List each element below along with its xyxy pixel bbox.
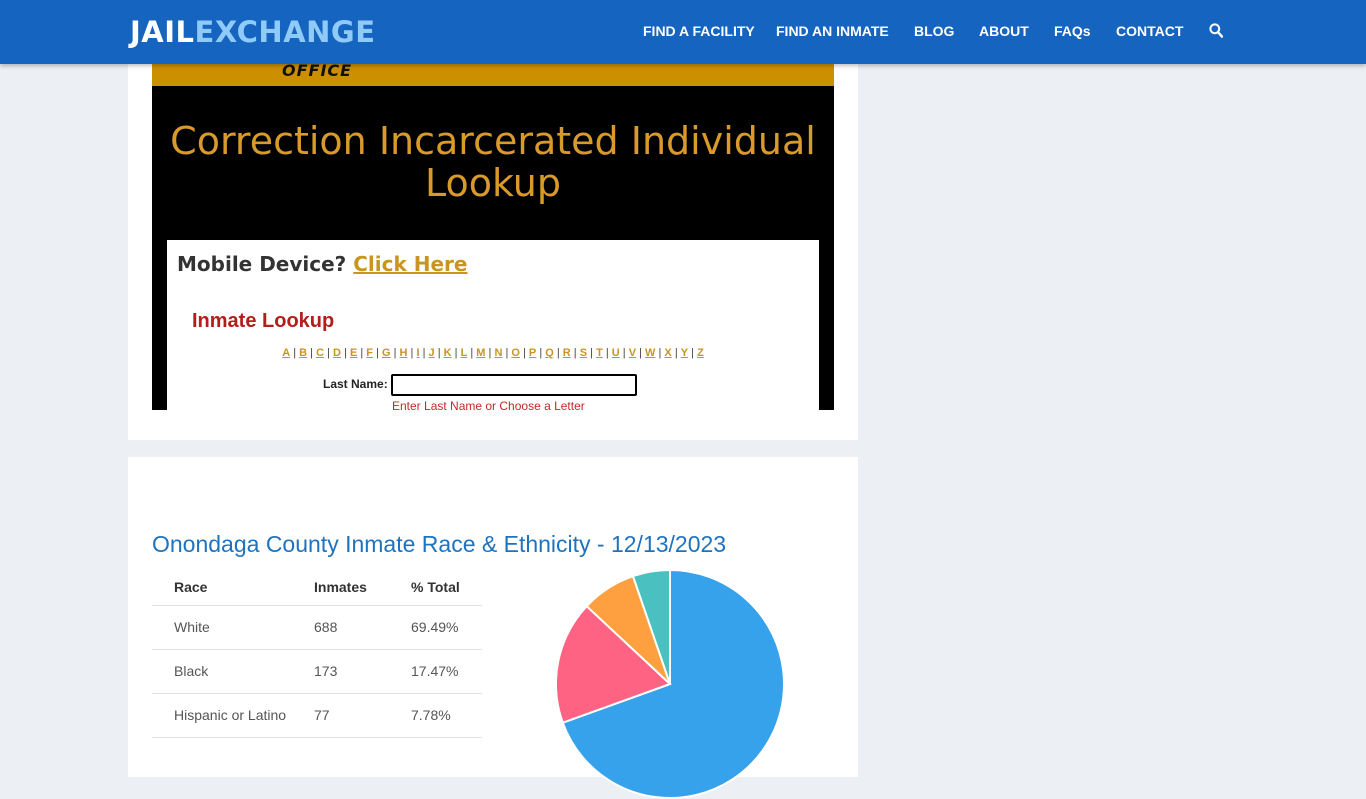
letter-link-l[interactable]: L bbox=[460, 347, 468, 359]
letter-separator: | bbox=[671, 347, 681, 359]
letter-separator: | bbox=[451, 347, 461, 359]
letter-index: A | B | C | D | E | F | G | H | I | J | … bbox=[167, 347, 819, 359]
lookup-panel: Correction Incarcerated Individual Looku… bbox=[152, 86, 834, 413]
pie-slice-other[interactable] bbox=[631, 569, 671, 685]
mobile-prompt-text: Mobile Device? bbox=[177, 252, 347, 276]
percent-cell: 69.49% bbox=[389, 605, 482, 650]
letter-separator: | bbox=[340, 347, 350, 359]
letter-link-p[interactable]: P bbox=[528, 347, 537, 359]
letter-separator: | bbox=[419, 347, 429, 359]
race-stats-title: Onondaga County Inmate Race & Ethnicity … bbox=[152, 531, 727, 557]
percent-cell: 17.47% bbox=[389, 649, 482, 694]
letter-separator: | bbox=[390, 347, 400, 359]
letter-separator: | bbox=[655, 347, 665, 359]
race-cell: White bbox=[152, 605, 292, 650]
col-percent: % Total bbox=[389, 569, 482, 606]
letter-link-z[interactable]: Z bbox=[697, 347, 704, 359]
last-name-hint: Enter Last Name or Choose a Letter bbox=[392, 399, 585, 413]
letter-separator: | bbox=[467, 347, 477, 359]
inmates-cell: 77 bbox=[292, 693, 389, 738]
letter-link-v[interactable]: V bbox=[628, 347, 637, 359]
office-banner: OFFICE bbox=[152, 61, 834, 86]
table-header-row: Race Inmates % Total bbox=[152, 569, 482, 606]
letter-separator: | bbox=[407, 347, 417, 359]
inmates-cell: 173 bbox=[292, 649, 389, 694]
letter-separator: | bbox=[502, 347, 512, 359]
office-text: OFFICE bbox=[282, 61, 353, 80]
race-stats-card: Onondaga County Inmate Race & Ethnicity … bbox=[128, 457, 858, 799]
letter-link-n[interactable]: N bbox=[494, 347, 503, 359]
inmate-lookup-heading: Inmate Lookup bbox=[192, 310, 335, 332]
letter-link-i[interactable]: I bbox=[416, 347, 420, 359]
letter-link-x[interactable]: X bbox=[664, 347, 672, 359]
nav-find-facility[interactable]: FIND A FACILITY bbox=[643, 23, 755, 39]
race-table: Race Inmates % Total White 688 69.49% Bl… bbox=[152, 569, 482, 738]
letter-separator: | bbox=[570, 347, 580, 359]
col-inmates: Inmates bbox=[292, 569, 389, 606]
table-row: White 688 69.49% bbox=[152, 605, 482, 650]
table-row: Hispanic or Latino 77 7.78% bbox=[152, 693, 482, 738]
letter-separator: | bbox=[434, 347, 444, 359]
letter-link-t[interactable]: T bbox=[596, 347, 603, 359]
letter-link-r[interactable]: R bbox=[562, 347, 571, 359]
nav-faqs[interactable]: FAQs bbox=[1054, 23, 1091, 39]
letter-separator: | bbox=[553, 347, 563, 359]
letter-link-e[interactable]: E bbox=[349, 347, 358, 359]
top-navbar: JAILEXCHANGE FIND A FACILITY FIND AN INM… bbox=[0, 0, 1366, 64]
letter-link-k[interactable]: K bbox=[443, 347, 452, 359]
letter-separator: | bbox=[636, 347, 646, 359]
letter-separator: | bbox=[357, 347, 367, 359]
site-logo[interactable]: JAILEXCHANGE bbox=[130, 15, 376, 49]
letter-separator: | bbox=[587, 347, 597, 359]
nav-contact[interactable]: CONTACT bbox=[1116, 23, 1184, 39]
race-cell: Hispanic or Latino bbox=[152, 693, 292, 738]
letter-link-b[interactable]: B bbox=[299, 347, 308, 359]
lookup-card: OFFICE Correction Incarcerated Individua… bbox=[128, 61, 858, 440]
letter-separator: | bbox=[619, 347, 629, 359]
letter-link-o[interactable]: O bbox=[511, 347, 520, 359]
mobile-device-prompt: Mobile Device? Click Here bbox=[177, 252, 468, 276]
letter-link-m[interactable]: M bbox=[476, 347, 486, 359]
letter-separator: | bbox=[519, 347, 529, 359]
letter-link-u[interactable]: U bbox=[611, 347, 620, 359]
nav-blog[interactable]: BLOG bbox=[914, 23, 955, 39]
letter-separator: | bbox=[602, 347, 612, 359]
race-cell: Black bbox=[152, 649, 292, 694]
lookup-form-box: Mobile Device? Click Here Inmate Lookup … bbox=[167, 240, 819, 413]
letter-link-a[interactable]: A bbox=[282, 347, 291, 359]
percent-cell: 7.78% bbox=[389, 693, 482, 738]
letter-link-c[interactable]: C bbox=[316, 347, 325, 359]
nav-about[interactable]: ABOUT bbox=[979, 23, 1029, 39]
letter-link-q[interactable]: Q bbox=[545, 347, 554, 359]
col-race: Race bbox=[152, 569, 292, 606]
letter-link-f[interactable]: F bbox=[366, 347, 373, 359]
letter-link-h[interactable]: H bbox=[399, 347, 408, 359]
mobile-click-here-link[interactable]: Click Here bbox=[353, 252, 468, 276]
search-icon[interactable] bbox=[1209, 23, 1223, 39]
letter-link-s[interactable]: S bbox=[579, 347, 588, 359]
letter-link-j[interactable]: J bbox=[428, 347, 435, 359]
race-pie-chart bbox=[557, 569, 785, 799]
letter-link-w[interactable]: W bbox=[645, 347, 656, 359]
table-row: Black 173 17.47% bbox=[152, 649, 482, 694]
last-name-label: Last Name: bbox=[323, 377, 388, 391]
last-name-input[interactable] bbox=[391, 374, 637, 396]
letter-separator: | bbox=[373, 347, 382, 359]
logo-part-jail: JAIL bbox=[130, 15, 195, 49]
letter-separator: | bbox=[290, 347, 300, 359]
logo-part-exchange: EXCHANGE bbox=[194, 15, 376, 49]
pie-slice-black[interactable] bbox=[557, 604, 672, 724]
letter-separator: | bbox=[536, 347, 546, 359]
inmates-cell: 688 bbox=[292, 605, 389, 650]
lookup-title: Correction Incarcerated Individual Looku… bbox=[170, 119, 816, 205]
letter-separator: | bbox=[688, 347, 698, 359]
letter-link-d[interactable]: D bbox=[333, 347, 341, 359]
letter-separator: | bbox=[324, 347, 333, 359]
letter-separator: | bbox=[307, 347, 317, 359]
letter-link-g[interactable]: G bbox=[381, 347, 391, 359]
nav-find-inmate[interactable]: FIND AN INMATE bbox=[776, 23, 889, 39]
letter-separator: | bbox=[485, 347, 495, 359]
letter-link-y[interactable]: Y bbox=[680, 347, 689, 359]
